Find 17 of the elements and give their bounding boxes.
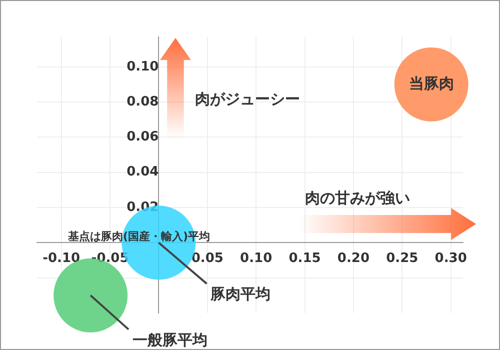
series-label: 一般豚平均 — [132, 330, 208, 349]
x-tick-label: 0.25 — [386, 250, 418, 266]
annotation: 肉がジューシー — [195, 90, 300, 109]
x-tick-label: 0.05 — [191, 250, 224, 266]
x-tick-label: -0.10 — [42, 250, 80, 266]
y-tick-label: 0.06 — [126, 130, 159, 145]
x-tick-label: 0.30 — [434, 250, 467, 266]
x-tick-label: 0.20 — [337, 250, 370, 266]
series-label: 当豚肉 — [408, 74, 454, 92]
annotation: 肉の甘みが強い — [305, 189, 410, 208]
x-tick-label: 0.10 — [240, 250, 272, 266]
text: 豚肉平均 — [210, 285, 271, 304]
x-tick-label: 0.15 — [288, 250, 321, 266]
y-tick-label: 0.08 — [126, 94, 159, 110]
y-tick-label: 0.02 — [126, 200, 159, 215]
y-tick-label: 0.04 — [126, 164, 159, 180]
y-tick-label: 0.10 — [126, 59, 159, 74]
